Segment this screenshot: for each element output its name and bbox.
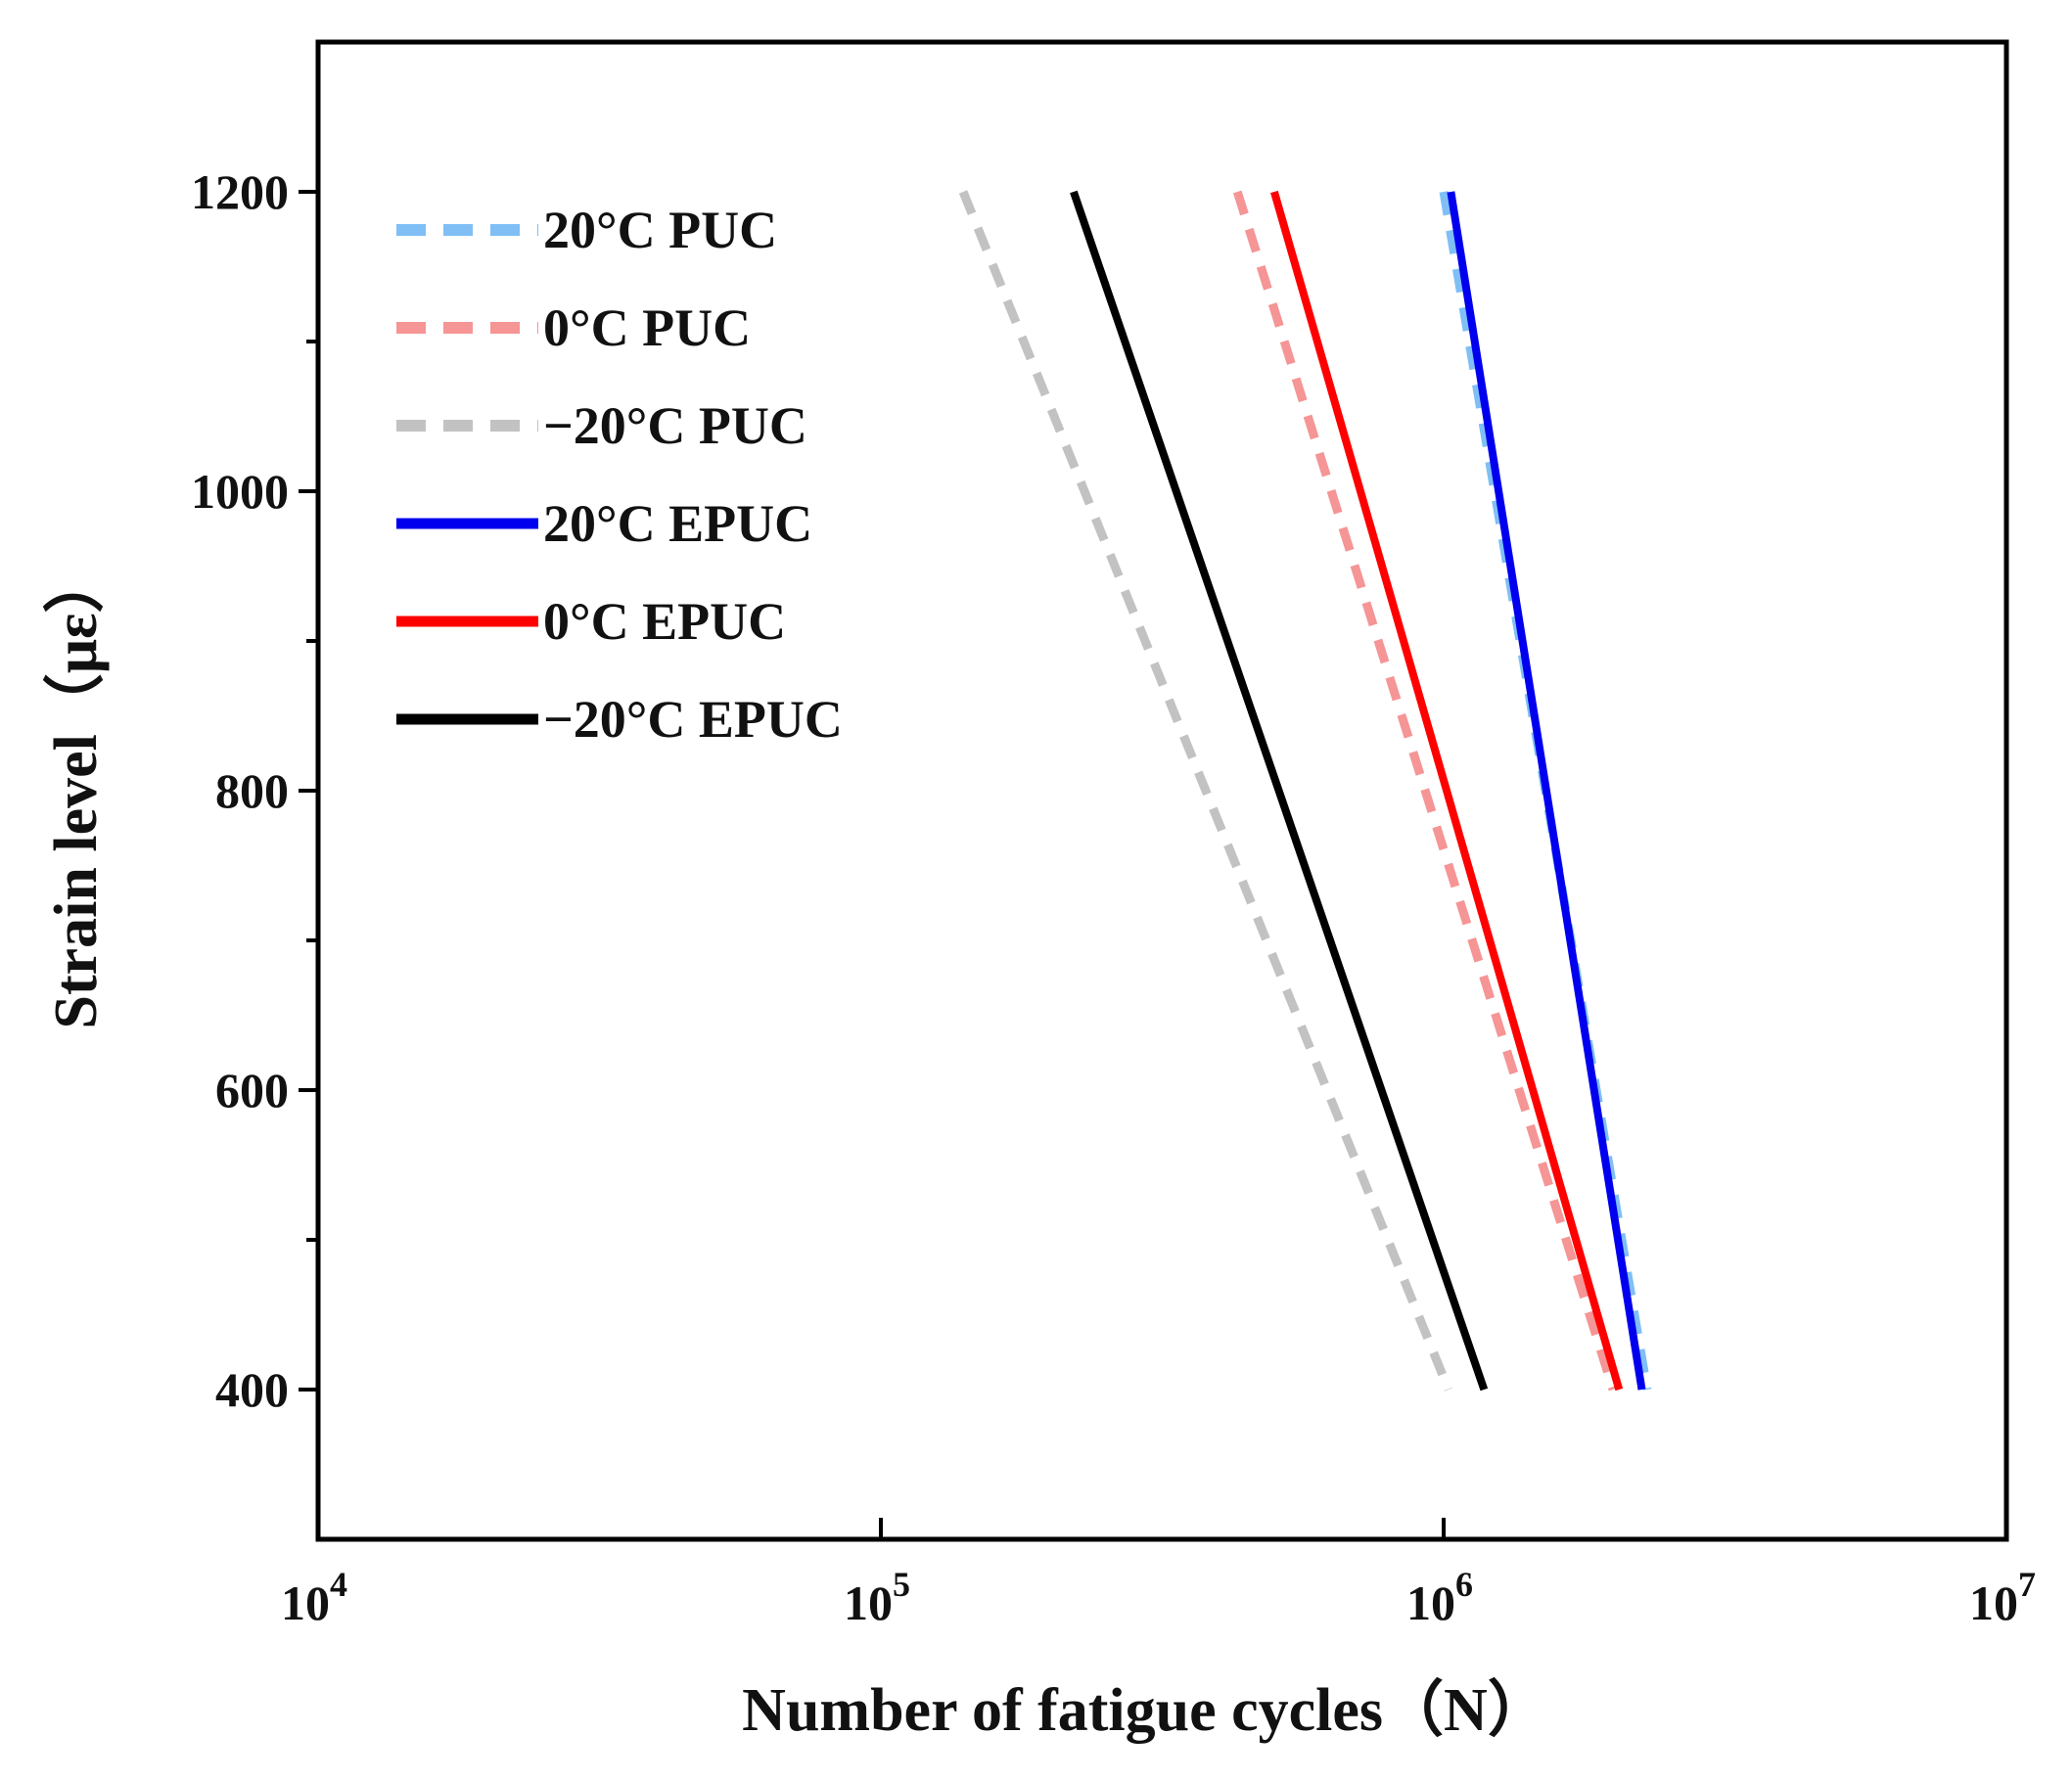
legend-label-1: 0°C PUC <box>543 298 751 357</box>
x-axis-title: Number of fatigue cycles（N） <box>742 1675 1548 1744</box>
x-tick-label: 106 <box>1406 1565 1473 1630</box>
legend: 20°C PUC 0°C PUC −20°C PUC 20°C EPUC 0°C EPU… <box>396 201 843 749</box>
y-axis-title: Strain level（με） <box>41 553 110 1029</box>
series-line-2 <box>958 190 1453 1392</box>
y-tick-label: 800 <box>215 763 289 818</box>
legend-label-2: −20°C PUC <box>543 396 807 455</box>
x-tick-label: 104 <box>281 1565 347 1630</box>
legend-label-0: 20°C PUC <box>543 201 777 259</box>
x-tick-label: 107 <box>1969 1565 2036 1630</box>
y-tick-label: 400 <box>215 1362 289 1417</box>
y-tick-label: 1000 <box>191 464 289 519</box>
series-layer <box>958 190 1652 1392</box>
legend-label-4: 0°C EPUC <box>543 592 786 651</box>
y-tick-label: 1200 <box>191 164 289 219</box>
series-line-3 <box>1447 191 1646 1391</box>
legend-label-3: 20°C EPUC <box>543 494 812 553</box>
legend-label-5: −20°C EPUC <box>543 690 843 749</box>
series-line-1 <box>1232 190 1618 1392</box>
y-tick-label: 600 <box>215 1063 289 1118</box>
ticks-layer: 400 600 800 1000 1200 104 105 106 107 <box>191 164 2036 1630</box>
series-line-4 <box>1270 190 1624 1392</box>
series-line-5 <box>1070 190 1489 1392</box>
plot-frame <box>315 39 2009 1542</box>
x-tick-label: 105 <box>844 1565 910 1630</box>
